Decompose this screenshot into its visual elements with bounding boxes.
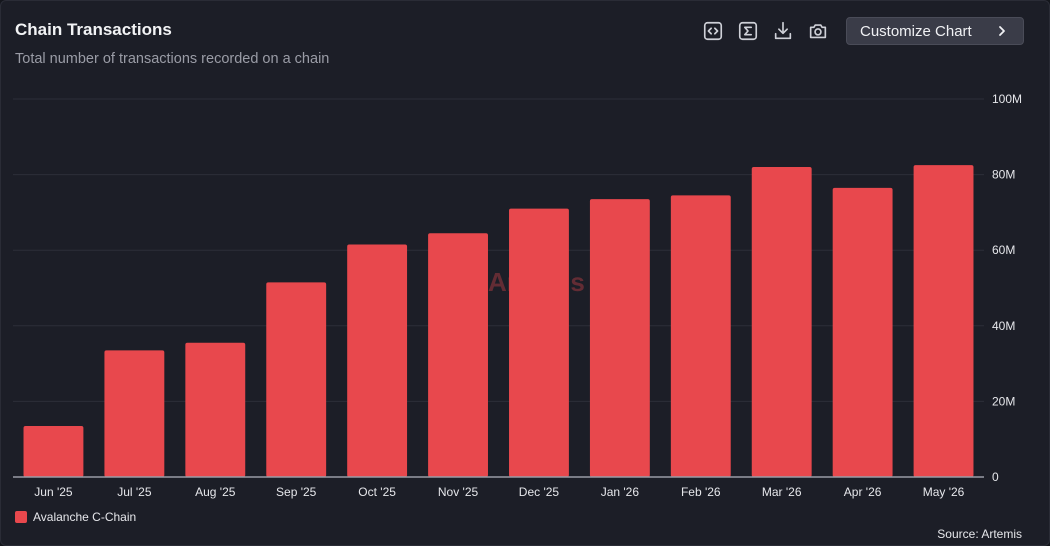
bar[interactable] [832,187,893,477]
sigma-icon[interactable] [736,19,760,43]
x-tick-label: Oct '25 [358,485,396,499]
chart-legend[interactable]: Avalanche C-Chain [15,510,136,524]
download-icon[interactable] [771,19,795,43]
bar[interactable] [104,350,165,477]
x-tick-label: Nov '25 [438,485,479,499]
x-tick-label: May '26 [923,485,965,499]
y-tick-label: 20M [992,394,1015,408]
chart-title: Chain Transactions [15,20,172,39]
y-tick-label: 0 [992,470,999,484]
x-tick-label: Feb '26 [681,485,721,499]
x-tick-label: Mar '26 [762,485,802,499]
x-tick-label: Dec '25 [519,485,560,499]
customize-chart-button[interactable]: Customize Chart [846,17,1024,45]
x-tick-label: Jul '25 [117,485,152,499]
y-tick-label: 100M [992,92,1022,106]
bar[interactable] [266,282,327,477]
x-tick-label: Apr '26 [844,485,882,499]
bar[interactable] [589,199,650,478]
bar[interactable] [670,195,731,477]
chart-toolbar [701,17,841,45]
grid-lines [13,98,984,402]
bar[interactable] [913,165,974,477]
bar[interactable] [23,425,84,477]
x-tick-label: Jan '26 [601,485,640,499]
embed-code-icon[interactable] [701,19,725,43]
customize-chart-label: Customize Chart [860,22,972,40]
camera-icon[interactable] [806,19,830,43]
bar-series [23,165,974,478]
bar[interactable] [347,244,408,477]
bar[interactable] [751,167,812,477]
source-attribution: Source: Artemis [937,527,1022,541]
y-tick-label: 40M [992,319,1015,333]
x-tick-label: Aug '25 [195,485,236,499]
axes: 0 20M 40M 60M 80M 100M Jun '25 Jul '25 Aug '25 Se… [13,92,1022,499]
chart-subtitle: Total number of transactions recorded on… [15,51,330,67]
chevron-right-icon [999,26,1005,36]
legend-label: Avalanche C-Chain [33,510,137,524]
x-tick-label: Sep '25 [276,485,317,499]
bar[interactable] [428,233,488,477]
y-tick-label: 60M [992,243,1015,257]
x-tick-label: Jun '25 [34,485,73,499]
legend-swatch [15,511,27,523]
y-tick-label: 80M [992,168,1015,182]
bar[interactable] [185,342,246,477]
bar[interactable] [509,208,569,477]
